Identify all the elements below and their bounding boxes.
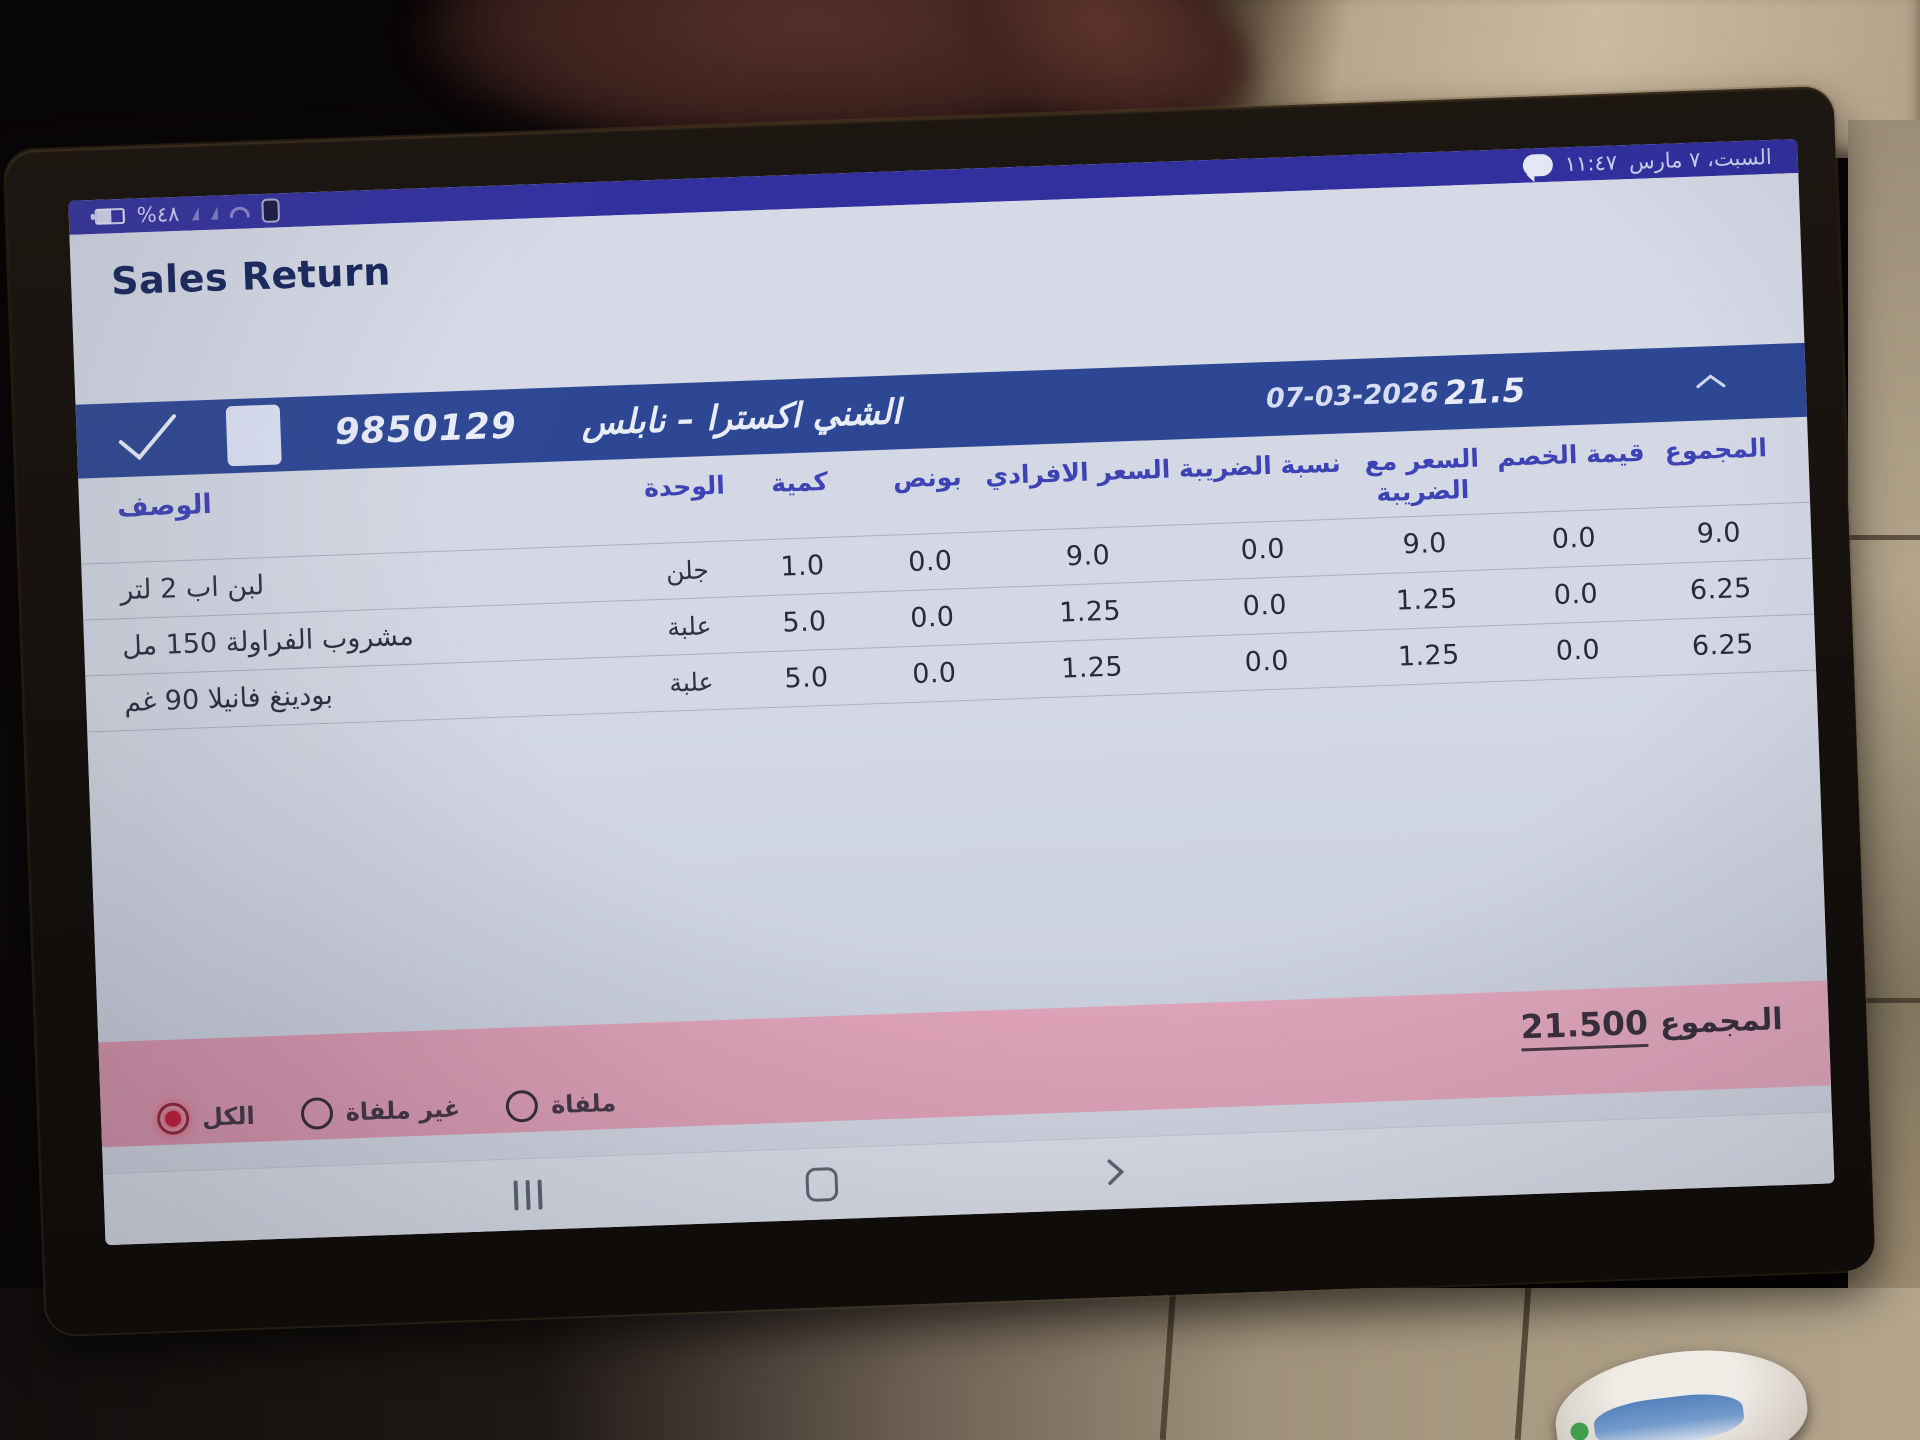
row-quantity: 5.0 — [783, 661, 830, 695]
row-unit: علبة — [666, 611, 713, 642]
document-icon[interactable] — [225, 404, 282, 467]
row-price-with-tax: 9.0 — [1402, 527, 1448, 561]
col-description: الوصف — [116, 488, 213, 524]
row-bonus: 0.0 — [911, 657, 957, 690]
grand-total-value: 21.500 — [1519, 1002, 1649, 1052]
android-nav-bar — [103, 1111, 1835, 1246]
back-button[interactable] — [1104, 1155, 1127, 1192]
radio-unselected-icon[interactable] — [300, 1096, 334, 1131]
radio-label: الكل — [201, 1101, 256, 1132]
customer-name: الشني اكسترا – نابلس — [580, 392, 902, 444]
row-total: 9.0 — [1696, 517, 1742, 550]
row-price-with-tax: 1.25 — [1395, 583, 1459, 617]
row-tax-rate: 0.0 — [1240, 533, 1286, 567]
battery-percent: %٤٨ — [136, 201, 180, 228]
radio-selected-icon[interactable] — [156, 1102, 190, 1136]
tile-grout-line — [1848, 534, 1920, 540]
row-tax-rate: 0.0 — [1242, 589, 1288, 623]
row-quantity: 5.0 — [781, 606, 828, 639]
row-total: 6.25 — [1691, 628, 1755, 663]
radio-label: ملفاة — [550, 1088, 617, 1120]
cup-green-dot — [1569, 1421, 1590, 1440]
row-unit-price: 1.25 — [1058, 595, 1122, 629]
filter-option-unfiled[interactable]: غير ملفاة — [300, 1092, 461, 1131]
row-description: مشروب الفراولة 150 مل — [121, 620, 415, 663]
row-discount-value: 0.0 — [1553, 578, 1599, 611]
wifi-icon — [229, 205, 250, 218]
document-amount: 21.5 — [1443, 370, 1527, 413]
signal-icon — [191, 206, 199, 220]
row-total: 6.25 — [1689, 572, 1753, 607]
row-discount-value: 0.0 — [1551, 522, 1597, 555]
col-unit-price: السعر الافرادي — [984, 454, 1171, 491]
chevron-up-icon[interactable] — [1693, 371, 1728, 396]
document-date: 07-03-2026 — [1265, 377, 1440, 415]
empty-content-area — [87, 670, 1828, 1043]
status-bar-left: %٤٨ — [94, 198, 280, 229]
tablet: %٤٨ ١١:٤٧ السبت، ٧ مارس Sales Return — [4, 85, 1876, 1336]
status-time: ١١:٤٧ — [1564, 150, 1618, 177]
row-unit-price: 1.25 — [1060, 651, 1124, 685]
grand-total: 21.500 المجموع — [1519, 998, 1784, 1052]
tile-grout-line — [1848, 998, 1920, 1004]
row-quantity: 1.0 — [779, 550, 826, 583]
filter-option-all[interactable]: الكل — [156, 1100, 256, 1136]
status-bar-right: ١١:٤٧ السبت، ٧ مارس — [1522, 145, 1772, 178]
row-description: بودينغ فانيلا 90 غم — [123, 679, 334, 719]
radio-label: غير ملفاة — [345, 1094, 461, 1127]
radio-unselected-icon[interactable] — [505, 1089, 539, 1123]
grand-total-label: المجموع — [1659, 1002, 1784, 1042]
row-bonus: 0.0 — [909, 601, 955, 634]
status-date: السبت، ٧ مارس — [1628, 144, 1773, 174]
filter-option-filed[interactable]: ملفاة — [505, 1087, 617, 1123]
col-total: المجموع — [1664, 433, 1768, 466]
row-description: لبن اب 2 لتر — [119, 570, 265, 607]
row-discount-value: 0.0 — [1555, 634, 1601, 667]
tablet-screen: %٤٨ ١١:٤٧ السبت، ٧ مارس Sales Return — [68, 138, 1835, 1246]
check-icon[interactable] — [114, 410, 182, 468]
tile-grout-line — [1514, 1287, 1532, 1440]
col-tax-rate: نسبة الضريبة — [1178, 448, 1342, 484]
radio-dot — [164, 1110, 182, 1127]
screen-capture-icon — [260, 198, 280, 223]
col-discount-value: قيمة الخصم — [1496, 437, 1646, 472]
document-number: 9850129 — [333, 405, 518, 453]
row-tax-rate: 0.0 — [1244, 645, 1290, 679]
signal-icon — [210, 206, 218, 220]
col-price-with-tax: السعر مع الضريبة — [1364, 443, 1480, 508]
row-unit: علبة — [668, 667, 715, 698]
cup-label — [1591, 1388, 1747, 1440]
document-header-bar[interactable]: 9850129 الشني اكسترا – نابلس 07-03-2026 … — [75, 342, 1808, 479]
row-unit: جلن — [665, 555, 710, 586]
col-unit: الوحدة — [643, 470, 726, 503]
col-bonus: بونص — [892, 462, 963, 494]
message-bubble-icon — [1522, 153, 1554, 177]
row-unit-price: 9.0 — [1065, 539, 1111, 573]
filter-radio-group: الكل غير ملفاة ملفاة — [156, 1087, 617, 1136]
row-bonus: 0.0 — [907, 545, 953, 579]
home-button[interactable] — [805, 1166, 839, 1202]
col-quantity: كمية — [770, 466, 829, 498]
tile-grout-line — [1159, 1287, 1177, 1440]
recents-button[interactable] — [513, 1179, 543, 1211]
battery-icon — [94, 207, 126, 225]
row-price-with-tax: 1.25 — [1397, 639, 1461, 673]
